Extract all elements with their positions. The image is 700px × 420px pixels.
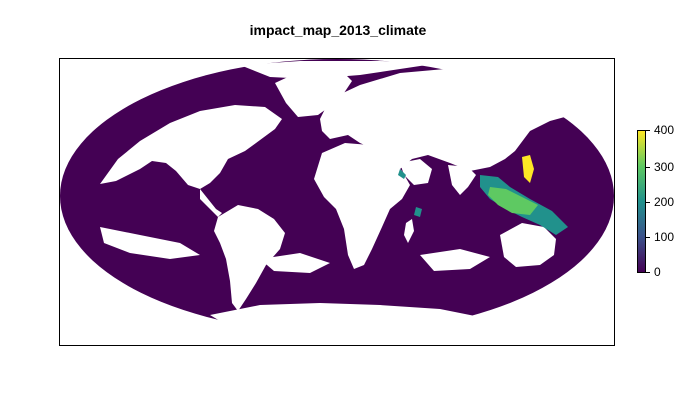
land-africa [314, 143, 410, 269]
impact-coral-triangle-green [488, 187, 538, 215]
land-north-america [100, 105, 282, 189]
land-australia [500, 223, 556, 267]
map-frame [59, 58, 615, 346]
legend-tick-label: 100 [654, 230, 675, 244]
legend-tick-label: 200 [654, 195, 675, 209]
nodata-indian-ocean [420, 249, 490, 271]
land-greenland [275, 69, 352, 117]
legend-tick [646, 167, 650, 168]
nodata-arctic [240, 61, 440, 79]
legend-tick [646, 237, 650, 238]
land-india [448, 165, 476, 195]
legend-tick-label: 300 [654, 160, 675, 174]
legend-color-bar [637, 130, 646, 273]
land-south-america [214, 205, 285, 311]
map-svg [60, 59, 614, 335]
impact-philippines-yellow [522, 155, 534, 183]
impact-red-sea-teal [398, 169, 406, 179]
legend-tick [646, 272, 650, 273]
land-arabia [400, 159, 432, 185]
land-madagascar [404, 219, 414, 243]
legend-tick-label: 400 [654, 123, 675, 137]
legend-tick [646, 202, 650, 203]
legend-tick-label: 0 [654, 265, 661, 279]
land-antarctica [210, 303, 480, 335]
land-central-america [200, 189, 222, 217]
nodata-south-pacific [100, 227, 200, 259]
map-title: impact_map_2013_climate [249, 22, 427, 38]
legend-tick [646, 130, 650, 131]
nodata-south-atlantic [260, 253, 330, 273]
impact-indian-coast-teal [414, 207, 422, 217]
land-europe-asia [320, 69, 572, 171]
color-legend: 0 100 200 300 400 [637, 124, 674, 278]
